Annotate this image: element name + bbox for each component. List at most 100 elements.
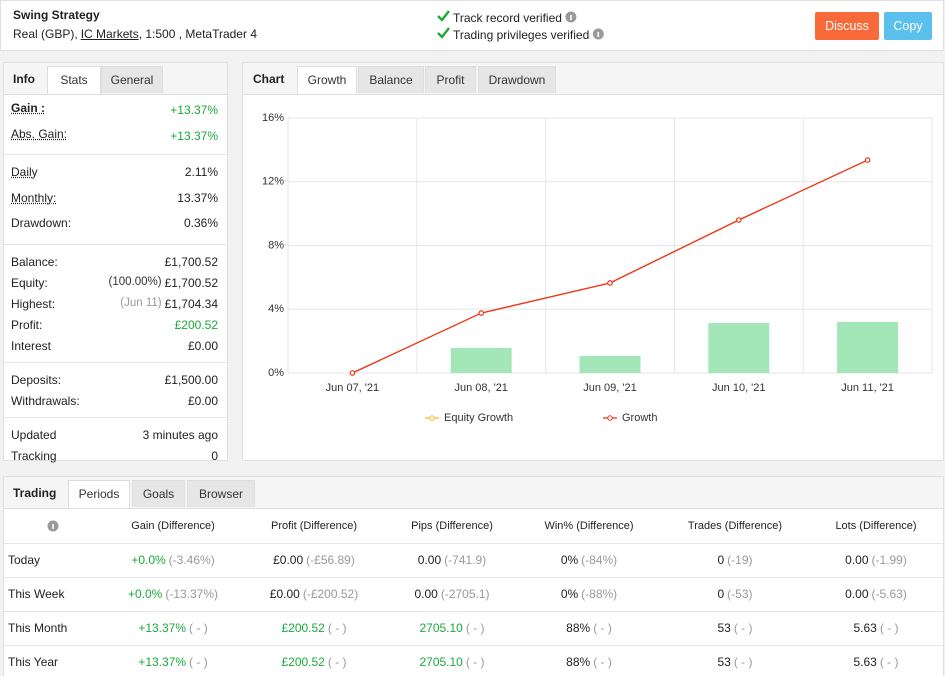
separator: [4, 243, 227, 245]
column-header: Gain (Difference): [131, 520, 215, 532]
stat-value: £0.00: [187, 393, 218, 408]
stat-value: £1,500.00: [164, 372, 218, 387]
button[interactable]: Discuss: [815, 12, 879, 40]
cell-diff: ( - ): [189, 621, 208, 635]
cell-diff: (-88%): [581, 587, 618, 601]
tab[interactable]: Stats: [47, 66, 101, 94]
cell-value: 88%: [566, 655, 591, 669]
cell-value: 2705.10: [419, 621, 463, 635]
cell-value: 0.00: [845, 553, 869, 567]
cell-value: 0: [717, 587, 725, 601]
cell-value: 0%: [560, 587, 579, 601]
header: [0, 0, 944, 51]
cell: 88%( - ): [499, 655, 679, 669]
stat-value: £1,700.52: [164, 254, 218, 269]
cell: 88%( - ): [499, 621, 679, 635]
column-header: Pips (Difference): [411, 520, 493, 532]
verified-text: Track record verified: [453, 11, 562, 25]
cell-value: £200.52: [281, 655, 325, 669]
cell-diff: (-53): [727, 587, 753, 601]
cell: 0 (-19): [645, 553, 825, 567]
stat-label: Monthly:: [11, 190, 57, 205]
stat-value: £1,704.34: [164, 296, 218, 311]
stat-value: £0.00: [187, 338, 218, 353]
cell-diff: (-5.63): [871, 587, 907, 601]
column-header: Win% (Difference): [544, 520, 634, 532]
cell-diff: (-84%): [581, 553, 618, 567]
cell-diff: ( - ): [733, 655, 753, 669]
button[interactable]: Copy: [884, 12, 932, 40]
separator: [4, 543, 943, 544]
stat-label: Interest: [11, 338, 52, 353]
cell-diff: (-741.9): [444, 553, 487, 567]
cell-diff: ( - ): [465, 621, 485, 635]
separator: [4, 154, 227, 155]
stat-label: Tracking: [11, 448, 57, 463]
column-header: Trades (Difference): [687, 520, 783, 532]
cell-value: 53: [717, 655, 731, 669]
periods-panel: [3, 476, 944, 676]
row-label: Today: [8, 553, 41, 567]
cell-diff: (-2705.1): [440, 587, 490, 601]
cell: 53( - ): [645, 655, 825, 669]
account-info: Real (GBP),: [13, 27, 78, 41]
panel-heading: Chart: [253, 72, 285, 86]
cell: £0.00 (-£56.89): [224, 553, 404, 567]
cell-diff: ( - ): [189, 655, 208, 669]
cell: +0.0% (-13.37%): [83, 587, 263, 601]
tab[interactable]: Browser: [187, 480, 255, 507]
tab[interactable]: Drawdown: [478, 66, 556, 93]
cell-diff: ( - ): [327, 655, 347, 669]
account-info: , 1:500 , MetaTrader 4: [138, 27, 257, 41]
cell: +0.0% (-3.46%): [83, 553, 263, 567]
account-info[interactable]: IC Markets: [80, 27, 139, 41]
column-header: Profit (Difference): [271, 520, 357, 532]
cell-diff: ( - ): [465, 655, 485, 669]
chart-panel: [242, 62, 944, 461]
cell: 5.63( - ): [786, 655, 945, 669]
cell-value: +13.37%: [138, 621, 187, 635]
row-label: This Month: [8, 621, 68, 635]
stat-label: Deposits:: [11, 372, 62, 387]
tab[interactable]: Profit: [425, 66, 476, 93]
cell: 0.00 (-2705.1): [362, 587, 542, 601]
tab[interactable]: Growth: [297, 66, 357, 94]
cell: 0% (-84%): [499, 553, 679, 567]
stat-label: Updated: [11, 427, 57, 442]
separator: [4, 645, 943, 646]
cell-diff: (-19): [727, 553, 753, 567]
cell-value: 88%: [566, 621, 591, 635]
stat-value: £1,700.52: [164, 275, 218, 290]
cell: 5.63( - ): [786, 621, 945, 635]
verified-text: Trading privileges verified: [453, 28, 590, 42]
separator: [4, 361, 227, 363]
cell-value: +0.0%: [131, 553, 166, 567]
cell-value: 2705.10: [419, 655, 463, 669]
cell: 53( - ): [645, 621, 825, 635]
row-label: This Year: [8, 655, 59, 669]
stat-label: Highest:: [11, 296, 56, 311]
stat-label: Abs. Gain:: [11, 126, 68, 141]
stat-label: Daily: [11, 165, 38, 179]
tab[interactable]: Goals: [132, 480, 185, 507]
cell-diff: ( - ): [733, 621, 753, 635]
column-header: Lots (Difference): [835, 520, 917, 532]
cell-diff: ( - ): [879, 655, 899, 669]
stat-value: 2.11%: [184, 165, 218, 179]
tab[interactable]: Periods: [68, 480, 130, 508]
stat-value: 0: [211, 448, 218, 463]
cell-value: £200.52: [281, 621, 325, 635]
cell-diff: ( - ): [327, 621, 347, 635]
cell: £0.00 (-£200.52): [224, 587, 404, 601]
separator: [4, 416, 227, 418]
stat-note: (Jun 11): [120, 296, 162, 309]
cell-diff: (-13.37%): [165, 587, 219, 601]
stat-value: 0.36%: [183, 216, 218, 230]
cell-value: 0.00: [417, 553, 442, 567]
stats-panel: [3, 62, 228, 461]
separator: [4, 611, 943, 612]
cell: 2705.10( - ): [362, 655, 542, 669]
tab[interactable]: General: [101, 66, 163, 93]
tab[interactable]: Balance: [358, 66, 424, 93]
